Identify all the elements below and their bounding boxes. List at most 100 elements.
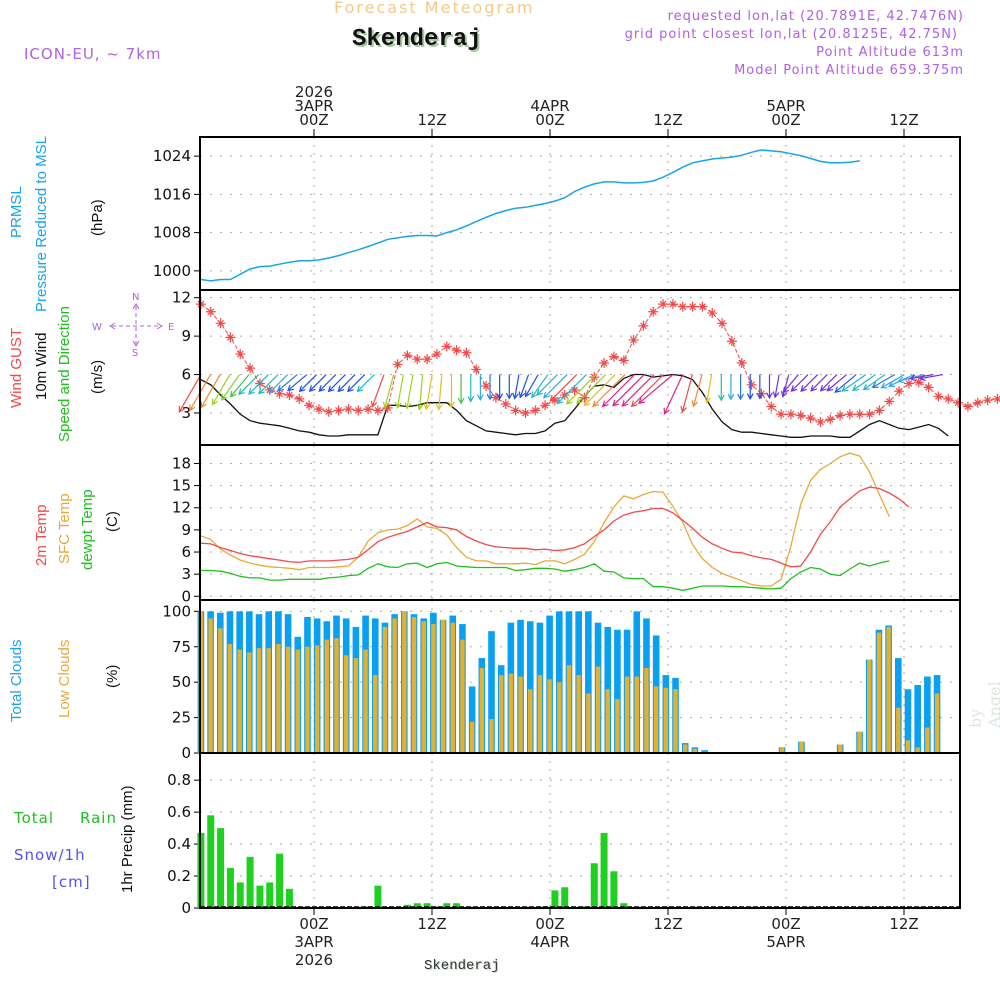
low-cloud-bar bbox=[683, 744, 688, 753]
y-tick-label: 12 bbox=[172, 289, 191, 307]
rain-bar bbox=[610, 871, 618, 908]
gust-marker bbox=[363, 404, 374, 415]
rain-bar bbox=[246, 856, 254, 908]
time-label-bottom: 12Z bbox=[653, 915, 682, 933]
low-cloud-bar bbox=[489, 719, 494, 753]
wind-arrow bbox=[576, 374, 607, 405]
low-cloud-bar bbox=[896, 707, 901, 753]
time-label-top: 12Z bbox=[889, 111, 918, 129]
wind-arrow bbox=[327, 374, 346, 393]
footer-station: Skenderaj bbox=[424, 958, 500, 974]
gust-marker bbox=[372, 405, 383, 416]
gust-marker bbox=[992, 393, 1000, 404]
gust-marker bbox=[353, 405, 364, 416]
low-cloud-bar bbox=[644, 668, 649, 753]
gust-marker bbox=[520, 407, 531, 418]
low-cloud-bar bbox=[460, 639, 465, 753]
time-label-top: 12Z bbox=[653, 111, 682, 129]
low-cloud-bar bbox=[285, 646, 291, 753]
sfc-temp-line bbox=[200, 452, 890, 587]
low-cloud-bar bbox=[673, 689, 678, 753]
low-cloud-bar bbox=[227, 643, 233, 753]
wind-arrow bbox=[337, 374, 356, 393]
low-cloud-bar bbox=[547, 679, 552, 753]
wind-arrow bbox=[592, 374, 626, 408]
y-tick-label: 0.6 bbox=[167, 803, 191, 821]
wind-arrow bbox=[737, 374, 744, 401]
low-cloud-bar bbox=[779, 747, 785, 753]
gust-marker bbox=[854, 409, 865, 420]
precip-snow-unit: [cm] bbox=[52, 873, 91, 891]
gust-marker bbox=[894, 386, 905, 397]
low-cloud-bar bbox=[925, 727, 930, 753]
y-tick-label: 6 bbox=[181, 543, 191, 561]
low-cloud-bar bbox=[857, 731, 862, 753]
wind-arrow bbox=[356, 374, 375, 393]
low-cloud-bar bbox=[624, 676, 630, 753]
compass-rose-icon: N S W E bbox=[88, 290, 178, 360]
gust-marker bbox=[933, 391, 944, 402]
low-cloud-bar bbox=[576, 675, 581, 753]
gust-marker bbox=[717, 318, 728, 329]
rain-bar bbox=[600, 832, 608, 908]
gust-marker bbox=[953, 397, 964, 408]
gust-marker bbox=[835, 410, 846, 421]
time-label-bottom: 3APR bbox=[294, 933, 333, 951]
gust-marker bbox=[874, 405, 885, 416]
wind-arrow bbox=[556, 374, 587, 405]
wind-arrow bbox=[258, 374, 279, 395]
gust-marker bbox=[943, 393, 954, 404]
low-cloud-bar bbox=[247, 652, 252, 753]
low-cloud-bar bbox=[256, 648, 262, 753]
rain-bar bbox=[423, 903, 431, 908]
rain-bar bbox=[620, 903, 628, 908]
low-cloud-bar bbox=[799, 741, 804, 753]
wind-arrow bbox=[862, 374, 886, 391]
wind-arrow bbox=[810, 374, 828, 392]
rain-bar bbox=[551, 890, 559, 908]
time-label-bottom: 12Z bbox=[889, 915, 918, 933]
gust-marker bbox=[343, 404, 354, 415]
low-cloud-bar bbox=[392, 618, 397, 753]
time-label-bottom: 00Z bbox=[299, 915, 328, 933]
wind10m-line bbox=[200, 373, 949, 438]
wind-arrow bbox=[200, 374, 221, 409]
low-cloud-bar bbox=[915, 747, 920, 753]
wind-arrow bbox=[287, 374, 308, 392]
low-cloud-bar bbox=[431, 624, 436, 753]
gust-marker bbox=[726, 336, 737, 347]
gust-marker bbox=[451, 345, 462, 356]
wind-arrow bbox=[772, 374, 780, 399]
compass-w: W bbox=[92, 322, 102, 333]
y-tick-label: 0 bbox=[181, 899, 191, 917]
gust-marker bbox=[884, 396, 895, 407]
wind-arrow bbox=[542, 374, 568, 399]
rain-bar bbox=[226, 868, 234, 908]
rain-bar bbox=[266, 882, 274, 908]
wind-arrow bbox=[512, 374, 520, 400]
rain-bar bbox=[453, 903, 461, 908]
precip-snow-label: Snow/1h bbox=[14, 846, 86, 864]
low-cloud-bar bbox=[634, 676, 639, 753]
time-label-top: 2026 bbox=[295, 83, 333, 101]
rain-bar bbox=[590, 863, 598, 908]
time-label-bottom: 00Z bbox=[771, 915, 800, 933]
gust-marker bbox=[441, 341, 452, 352]
total-cloud-bar bbox=[924, 676, 931, 753]
gust-marker bbox=[323, 406, 334, 417]
pressure-line bbox=[200, 149, 860, 282]
rain-bar bbox=[413, 903, 421, 908]
wind-arrow bbox=[819, 374, 838, 392]
wind-arrow bbox=[248, 374, 269, 395]
panel-frame bbox=[199, 289, 961, 446]
low-cloud-bar bbox=[266, 648, 271, 753]
gust-marker bbox=[461, 347, 472, 358]
gust-marker bbox=[795, 410, 806, 421]
y-tick-label: 0.2 bbox=[167, 867, 191, 885]
time-label-bottom: 4APR bbox=[530, 933, 569, 951]
gust-marker bbox=[559, 390, 570, 401]
wind-arrow bbox=[229, 374, 250, 398]
wind-arrow bbox=[612, 374, 645, 407]
gust-marker bbox=[215, 318, 226, 329]
wind-arrow bbox=[717, 374, 725, 402]
